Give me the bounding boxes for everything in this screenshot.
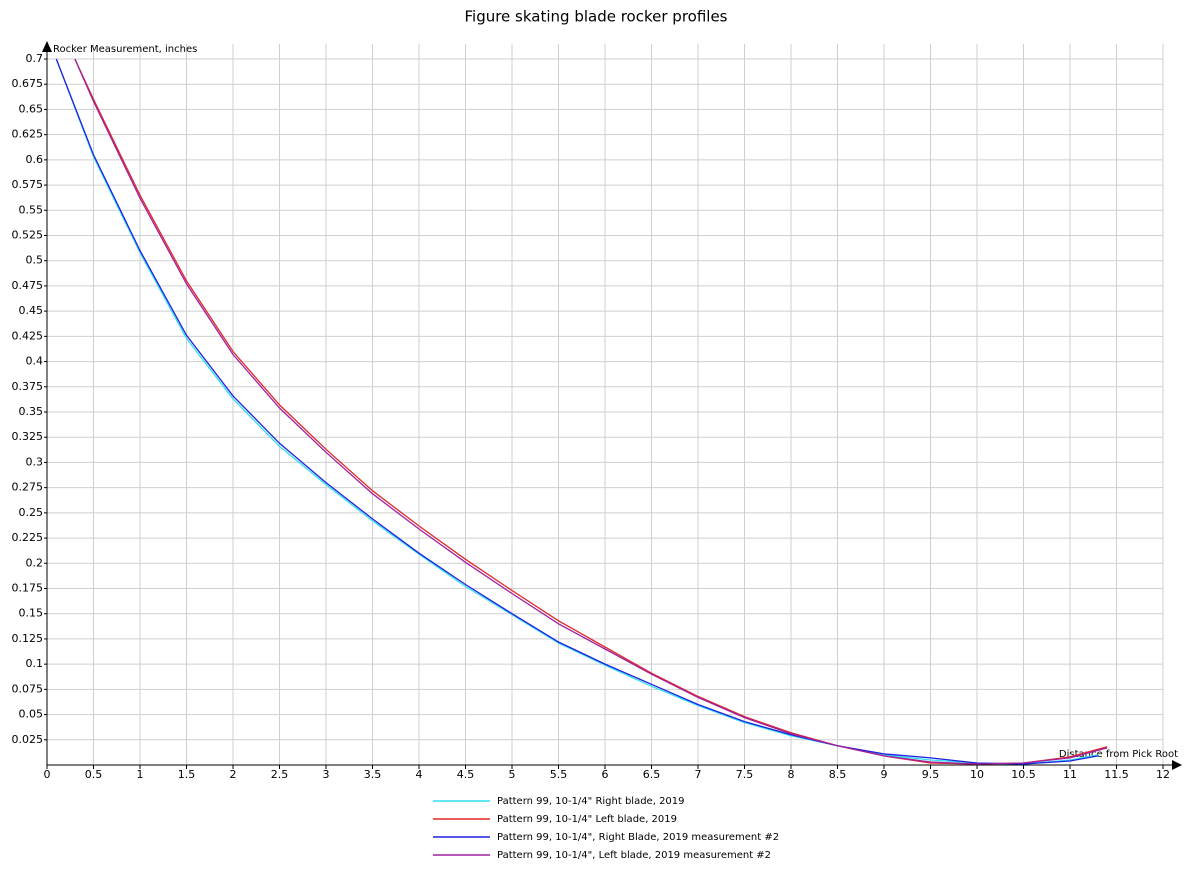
chart-title: Figure skating blade rocker profiles: [464, 8, 727, 26]
y-tick-label: 0.5: [26, 254, 44, 267]
x-tick-label: 6.5: [643, 768, 661, 781]
x-tick-label: 7: [695, 768, 702, 781]
legend-label: Pattern 99, 10-1/4" Right blade, 2019: [497, 796, 685, 807]
y-tick-label: 0.7: [26, 52, 44, 65]
x-tick-label: 11.5: [1104, 768, 1129, 781]
y-tick-label: 0.1: [26, 657, 44, 670]
y-tick-label: 0.375: [12, 380, 44, 393]
x-tick-label: 2: [230, 768, 237, 781]
y-tick-label: 0.675: [12, 77, 44, 90]
y-tick-label: 0.475: [12, 279, 44, 292]
y-tick-label: 0.625: [12, 128, 44, 141]
x-tick-label: 11: [1063, 768, 1077, 781]
x-tick-label: 8.5: [829, 768, 847, 781]
y-tick-label: 0.65: [19, 102, 44, 115]
x-tick-label: 12: [1156, 768, 1170, 781]
legend-label: Pattern 99, 10-1/4", Left blade, 2019 me…: [497, 850, 771, 861]
x-tick-label: 2.5: [271, 768, 289, 781]
grid: [46, 44, 1164, 765]
series-line: [74, 58, 1108, 765]
legend-label: Pattern 99, 10-1/4", Right Blade, 2019 m…: [497, 832, 779, 843]
x-tick-label: 1.5: [178, 768, 196, 781]
y-tick-label: 0.325: [12, 430, 44, 443]
y-tick-label: 0.2: [26, 556, 44, 569]
y-tick-label: 0.45: [19, 304, 44, 317]
x-tick-label: 1: [137, 768, 144, 781]
series-line: [74, 58, 1108, 765]
y-tick-label: 0.575: [12, 178, 44, 191]
series-line: [55, 58, 1099, 765]
x-tick-label: 9.5: [922, 768, 940, 781]
x-tick-label: 7.5: [736, 768, 754, 781]
x-tick-label: 9: [881, 768, 888, 781]
x-tick-label: 4.5: [457, 768, 475, 781]
y-tick-label: 0.35: [19, 405, 44, 418]
y-tick-label: 0.175: [12, 582, 44, 595]
y-tick-label: 0.425: [12, 329, 44, 342]
series-line: [55, 58, 1099, 765]
x-axis-label: Distance from Pick Root: [1059, 749, 1178, 760]
y-tick-label: 0.05: [19, 708, 44, 721]
x-tick-label: 0: [44, 768, 51, 781]
x-tick-label: 4: [416, 768, 423, 781]
y-tick-label: 0.025: [12, 733, 44, 746]
x-tick-label: 10.5: [1011, 768, 1036, 781]
y-tick-label: 0.25: [19, 506, 44, 519]
y-tick-label: 0.55: [19, 203, 44, 216]
y-tick-label: 0.125: [12, 632, 44, 645]
x-tick-label: 8: [788, 768, 795, 781]
x-tick-label: 10: [970, 768, 984, 781]
y-tick-label: 0.525: [12, 229, 44, 242]
y-axis-label: Rocker Measurement, inches: [53, 44, 197, 55]
y-tick-label: 0.275: [12, 481, 44, 494]
x-tick-label: 6: [602, 768, 609, 781]
y-tick-label: 0.4: [26, 355, 44, 368]
x-tick-label: 0.5: [85, 768, 103, 781]
y-tick-label: 0.075: [12, 682, 44, 695]
y-tick-label: 0.15: [19, 607, 44, 620]
x-tick-label: 5.5: [550, 768, 568, 781]
x-tick-label: 5: [509, 768, 516, 781]
x-axis-arrow: [1172, 760, 1182, 770]
x-tick-label: 3: [323, 768, 330, 781]
y-tick-label: 0.6: [26, 153, 44, 166]
y-axis-arrow: [42, 41, 52, 52]
legend-label: Pattern 99, 10-1/4" Left blade, 2019: [497, 814, 677, 825]
y-tick-label: 0.225: [12, 531, 44, 544]
x-tick-label: 3.5: [364, 768, 382, 781]
y-tick-label: 0.3: [26, 455, 44, 468]
